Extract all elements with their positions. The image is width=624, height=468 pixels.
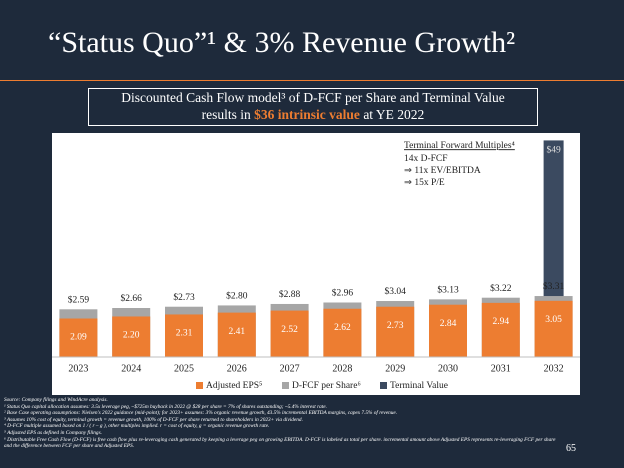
title-rule [0, 80, 624, 81]
footnote: ¹ Status Quo capital allocation assumes:… [4, 403, 327, 410]
value-label: 2.73 [387, 321, 404, 331]
value-label: $49 [546, 145, 561, 156]
callout-box: Discounted Cash Flow model³ of D-FCF per… [88, 88, 538, 126]
bar [376, 306, 415, 357]
bar [481, 302, 520, 357]
callout-highlight: $36 intrinsic value [254, 107, 360, 122]
bar [165, 314, 203, 357]
value-label: $2.80 [226, 291, 248, 302]
bar [217, 312, 256, 357]
annotation-line: ⇒ 11x EV/EBITDA [404, 166, 481, 176]
x-tick-label: 2026 [227, 363, 247, 374]
footnote: Source: Company filings and WindAcre ana… [4, 397, 108, 403]
legend-label: Terminal Value [390, 381, 448, 391]
callout-text: at YE 2022 [359, 107, 425, 122]
page-number: 65 [566, 443, 576, 454]
callout-line: results in $36 intrinsic value at YE 202… [89, 106, 537, 123]
x-tick-label: 2023 [68, 363, 88, 374]
x-tick-label: 2027 [280, 363, 300, 374]
value-label: $3.04 [385, 286, 407, 297]
value-label: 2.41 [228, 327, 245, 337]
x-tick-label: 2028 [332, 363, 352, 374]
bar [112, 316, 151, 357]
bar [534, 300, 573, 357]
value-label: $2.59 [68, 294, 90, 305]
bar [429, 304, 467, 357]
bar [59, 318, 98, 357]
value-label: 3.05 [545, 315, 562, 325]
legend-label: Adjusted EPS⁵ [206, 381, 262, 391]
legend-swatch [380, 382, 387, 389]
x-tick-label: 2024 [121, 363, 141, 374]
footnote: ⁴ D-FCF multiple assumed based on 1 / ( … [4, 423, 270, 430]
x-tick-label: 2032 [544, 363, 564, 374]
callout-line: Discounted Cash Flow model³ of D-FCF per… [121, 90, 505, 105]
value-label: $3.22 [490, 283, 512, 294]
footnotes: Source: Company filings and WindAcre ana… [4, 397, 564, 450]
value-label: 2.62 [334, 323, 351, 333]
value-label: $2.88 [279, 289, 301, 300]
footnote: ⁵ Adjusted EPS as defined in Company fil… [4, 429, 102, 436]
x-tick-label: 2030 [438, 363, 458, 374]
value-label: 2.20 [123, 331, 140, 341]
footnote: ⁶ Distributable Free Cash Flow (D-FCF) i… [4, 436, 556, 450]
x-tick-label: 2029 [385, 363, 405, 374]
legend-swatch [196, 382, 203, 389]
x-tick-label: 2031 [491, 363, 511, 374]
bar [270, 310, 309, 357]
value-label: $2.73 [173, 292, 195, 303]
callout-text: results in [201, 107, 255, 122]
annotation-line: 14x D-FCF [404, 154, 448, 164]
legend-swatch [282, 382, 289, 389]
footnote: ² Base Case operating assumptions: Niels… [4, 410, 398, 417]
value-label: $3.31 [543, 281, 565, 292]
value-label: $3.13 [437, 285, 459, 296]
value-label: $2.96 [332, 288, 354, 299]
annotation-line: ⇒ 15x P/E [404, 178, 445, 188]
legend-label: D-FCF per Share⁶ [292, 381, 361, 391]
x-tick-label: 2025 [174, 363, 194, 374]
slide-title: “Status Quo”¹ & 3% Revenue Growth² [48, 26, 516, 59]
value-label: 2.09 [70, 333, 87, 343]
value-label: 2.52 [281, 325, 298, 335]
value-label: 2.94 [492, 317, 509, 327]
footnote: ³ Assumes 10% cost of equity, terminal g… [4, 416, 303, 423]
value-label: 2.84 [440, 319, 457, 329]
bar [323, 308, 362, 357]
value-label: 2.31 [176, 329, 193, 339]
annotation-title: Terminal Forward Multiples⁴ [404, 141, 516, 151]
value-label: $2.66 [121, 293, 143, 304]
